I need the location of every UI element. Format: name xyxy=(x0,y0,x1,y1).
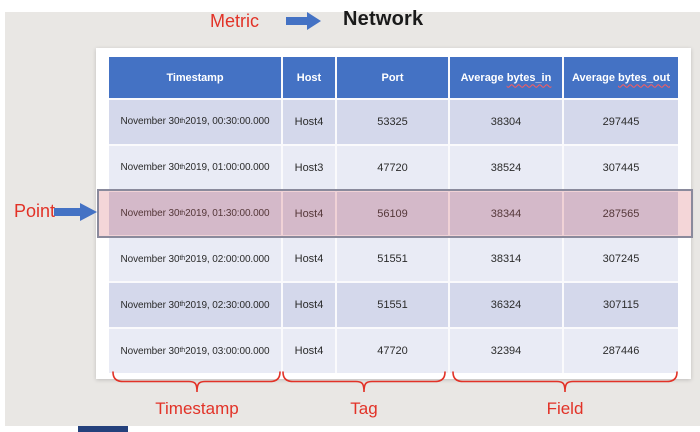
column-header-timestamp: Timestamp xyxy=(109,57,283,98)
cell-bytes-in: 32394 xyxy=(450,329,564,373)
avg-in-term: bytes_in xyxy=(506,71,552,84)
date-text: November 30 xyxy=(120,116,180,128)
cell-bytes-out: 297445 xyxy=(602,115,640,128)
cell-bytes-out: 287565 xyxy=(602,207,640,220)
avg-out-prefix: Average xyxy=(571,71,619,84)
legend-timestamp-label: Timestamp xyxy=(155,399,239,418)
cell-port: 47720 xyxy=(337,145,450,190)
date-text: November 30 xyxy=(120,345,180,357)
tag-brace xyxy=(282,371,446,393)
legend-field-label: Field xyxy=(546,399,584,418)
date-text: November 30 xyxy=(120,162,180,174)
avg-out-term: bytes_out xyxy=(618,71,671,84)
right-arrow-icon xyxy=(286,12,321,30)
cell-bytes-out: 307115 xyxy=(603,299,639,312)
cell-host: Host4 xyxy=(283,100,337,144)
point-highlight-box xyxy=(97,189,693,238)
cell-bytes-out: 307245 xyxy=(602,253,640,266)
cell-bytes-in: 38304 xyxy=(450,100,564,144)
cell-host: Host4 xyxy=(283,191,337,236)
avg-in-prefix: Average xyxy=(460,71,507,84)
field-brace xyxy=(452,371,678,393)
cell-bytes-in: 38314 xyxy=(450,237,564,282)
time-text: 2019, 01:30:00.000 xyxy=(185,208,270,220)
cell-bytes-in: 38524 xyxy=(450,145,564,190)
time-text: 2019, 02:30:00.000 xyxy=(185,299,270,311)
table-header-row: Timestamp Host Port Average bytes_in Ave… xyxy=(109,57,678,98)
date-text: November 30 xyxy=(120,299,180,311)
cell-port: 51551 xyxy=(337,283,450,328)
cell-port: 51551 xyxy=(337,237,450,282)
cell-host: Host4 xyxy=(283,329,337,373)
column-header-port: Port xyxy=(337,57,450,98)
bottom-edge-artifact xyxy=(78,426,128,432)
date-text: November 30 xyxy=(120,208,180,220)
column-header-avg-bytes-in: Average bytes_in xyxy=(450,57,564,98)
cell-port: 53325 xyxy=(337,100,450,144)
cell-host: Host4 xyxy=(283,237,337,282)
legend-tag-label: Tag xyxy=(350,399,378,418)
column-header-host: Host xyxy=(283,57,337,98)
cell-bytes-in: 38344 xyxy=(450,191,564,236)
table-card: Timestamp Host Port Average bytes_in Ave… xyxy=(96,48,691,379)
cell-bytes-out: 287446 xyxy=(602,345,640,358)
cell-host: Host4 xyxy=(283,283,337,328)
point-callout-label: Point xyxy=(14,201,56,221)
time-text: 2019, 01:00:00.000 xyxy=(185,162,270,174)
cell-port: 47720 xyxy=(337,329,450,373)
cell-bytes-out: 307445 xyxy=(602,161,640,174)
metrics-table: Timestamp Host Port Average bytes_in Ave… xyxy=(109,57,678,373)
cell-host: Host3 xyxy=(283,145,337,190)
timestamp-brace xyxy=(112,371,281,393)
metric-value: Network xyxy=(343,8,424,30)
cell-port: 56109 xyxy=(337,191,450,236)
cell-bytes-in: 36324 xyxy=(450,283,564,328)
date-text: November 30 xyxy=(120,253,180,265)
time-text: 2019, 02:00:00.000 xyxy=(185,253,270,265)
right-arrow-icon xyxy=(54,203,97,221)
time-text: 2019, 03:00:00.000 xyxy=(185,345,270,357)
column-header-avg-bytes-out: Average bytes_out xyxy=(564,57,678,98)
time-text: 2019, 00:30:00.000 xyxy=(185,116,270,128)
metric-callout-label: Metric xyxy=(210,11,259,31)
